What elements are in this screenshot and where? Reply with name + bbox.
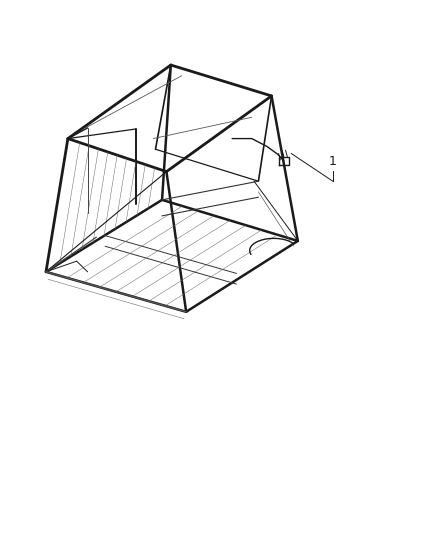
Text: 1: 1	[329, 155, 337, 168]
